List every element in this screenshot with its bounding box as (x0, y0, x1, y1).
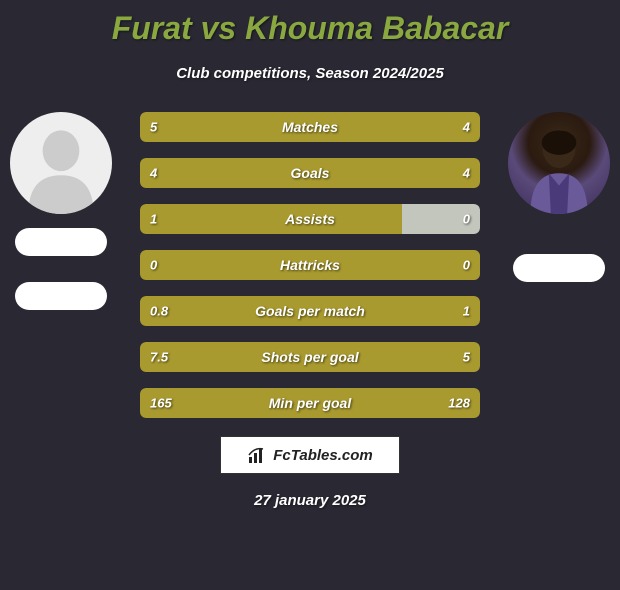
stat-row: 7.5 Shots per goal 5 (140, 342, 480, 372)
stat-value-right: 4 (463, 120, 470, 135)
stat-fill-right (329, 112, 480, 142)
player-left-avatar (10, 112, 112, 214)
stat-value-left: 4 (150, 166, 157, 181)
stat-value-right: 5 (463, 350, 470, 365)
stat-value-right: 1 (463, 304, 470, 319)
stat-rows-container: 5 Matches 4 4 Goals 4 1 Assists 0 0 Hattricks 0 0.8 G… (140, 112, 480, 418)
stat-label: Shots per goal (261, 349, 358, 365)
stat-row: 165 Min per goal 128 (140, 388, 480, 418)
stat-value-left: 7.5 (150, 350, 168, 365)
person-silhouette-icon (10, 112, 112, 214)
stat-label: Goals (291, 165, 330, 181)
stat-row: 4 Goals 4 (140, 158, 480, 188)
infographic-date: 27 january 2025 (0, 492, 620, 509)
stat-value-right: 4 (463, 166, 470, 181)
player-left-name-pill-2 (15, 282, 107, 310)
player-left-column (6, 112, 116, 310)
site-logo-text: FcTables.com (273, 447, 372, 464)
stat-label: Assists (285, 211, 335, 227)
stat-label: Min per goal (269, 395, 351, 411)
stat-fill-right (344, 342, 480, 372)
stat-value-right: 128 (448, 396, 470, 411)
stat-label: Hattricks (280, 257, 340, 273)
stat-row: 5 Matches 4 (140, 112, 480, 142)
stat-row: 0.8 Goals per match 1 (140, 296, 480, 326)
stat-fill-left (140, 204, 402, 234)
player-right-avatar (508, 112, 610, 214)
player-right-name-pill (513, 254, 605, 282)
stat-value-right: 0 (463, 258, 470, 273)
page-subtitle: Club competitions, Season 2024/2025 (0, 65, 620, 82)
stat-value-left: 5 (150, 120, 157, 135)
site-logo: FcTables.com (220, 436, 400, 474)
stat-value-left: 0.8 (150, 304, 168, 319)
stat-value-left: 0 (150, 258, 157, 273)
stat-row: 1 Assists 0 (140, 204, 480, 234)
stat-label: Matches (282, 119, 338, 135)
page-title: Furat vs Khouma Babacar (0, 10, 620, 47)
person-photo-icon (508, 112, 610, 214)
stat-value-left: 165 (150, 396, 172, 411)
stat-label: Goals per match (255, 303, 365, 319)
player-right-column (504, 112, 614, 282)
stat-fill-right (310, 158, 480, 188)
stat-row: 0 Hattricks 0 (140, 250, 480, 280)
stat-value-right: 0 (463, 212, 470, 227)
stat-fill-left (140, 158, 310, 188)
player-left-name-pill (15, 228, 107, 256)
stat-value-left: 1 (150, 212, 157, 227)
comparison-panel: 5 Matches 4 4 Goals 4 1 Assists 0 0 Hattricks 0 0.8 G… (0, 112, 620, 418)
chart-icon (247, 445, 267, 465)
